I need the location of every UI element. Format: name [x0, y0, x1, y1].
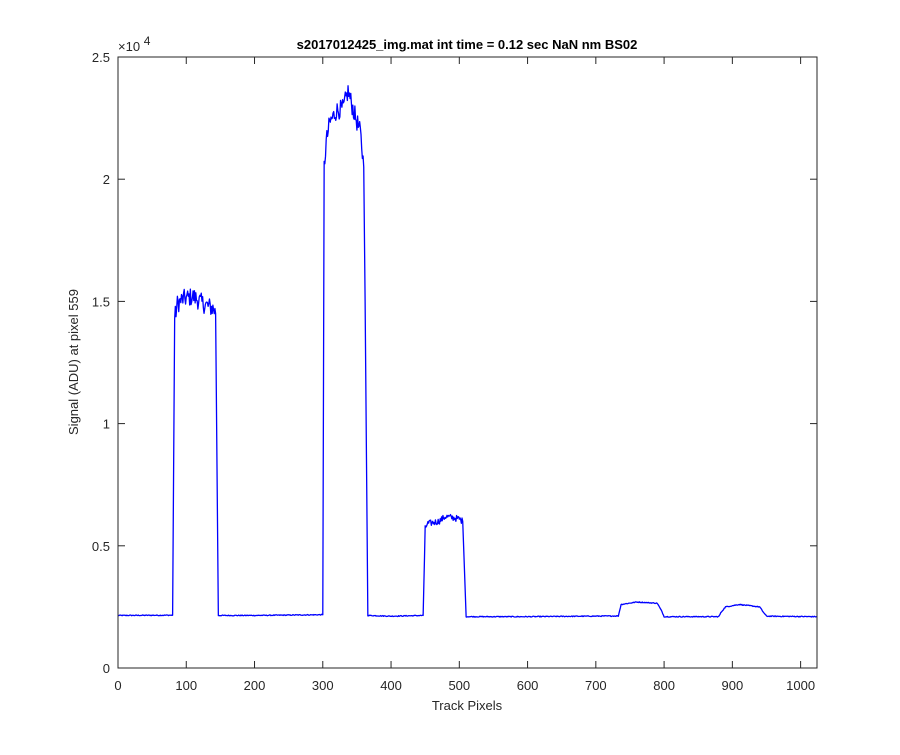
plot-frame — [117, 56, 818, 669]
x-tick-label: 200 — [244, 678, 266, 693]
y-tick-label: 0 — [103, 661, 110, 676]
x-tick-label: 100 — [175, 678, 197, 693]
y-axis-exponent: ×10 4 — [118, 34, 151, 54]
y-tick-label: 2 — [103, 172, 110, 187]
y-axis-exponent-base: ×10 — [118, 39, 140, 54]
x-tick-label: 600 — [517, 678, 539, 693]
y-tick-label: 0.5 — [92, 539, 110, 554]
y-tick-label: 1.5 — [92, 294, 110, 309]
x-tick-label: 500 — [448, 678, 470, 693]
x-axis-label: Track Pixels — [432, 698, 503, 713]
y-tick-label: 1 — [103, 417, 110, 432]
plot-area-background — [118, 57, 817, 668]
chart-title: s2017012425_img.mat int time = 0.12 sec … — [297, 37, 638, 52]
x-tick-label: 900 — [722, 678, 744, 693]
x-tick-label: 700 — [585, 678, 607, 693]
series-line — [117, 85, 818, 618]
x-tick-label: 0 — [114, 678, 121, 693]
y-tick-label: 2.5 — [92, 50, 110, 65]
x-tick-label: 400 — [380, 678, 402, 693]
x-tick-label: 800 — [653, 678, 675, 693]
x-tick-label: 1000 — [786, 678, 815, 693]
y-axis-label: Signal (ADU) at pixel 559 — [66, 289, 81, 435]
x-tick-label: 300 — [312, 678, 334, 693]
y-axis-exponent-power: 4 — [144, 34, 151, 48]
